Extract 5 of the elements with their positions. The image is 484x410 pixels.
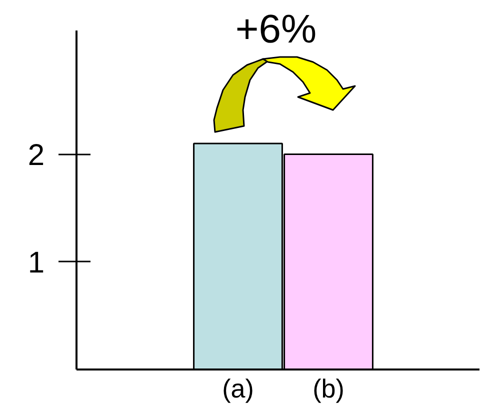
y-tick-label: 1 [28,246,45,280]
x-tick-label: (a) [222,374,254,404]
x-tick-label: (b) [312,374,344,404]
y-tick-label: 2 [28,138,45,172]
annotation: +6% [235,8,317,52]
